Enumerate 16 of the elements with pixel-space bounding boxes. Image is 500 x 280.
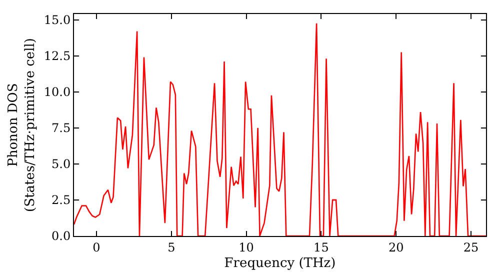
x-tick-label: 20 — [388, 240, 404, 254]
y-tick-label: 10.0 — [44, 85, 71, 100]
line-series — [74, 22, 486, 236]
x-tick-label: 15 — [314, 240, 329, 254]
y-tick-label: 2.5 — [52, 193, 71, 208]
x-tick-label: 25 — [463, 240, 479, 254]
x-tick-label: 0 — [92, 240, 100, 254]
y-axis-title: Phonon DOS (States/THz·primitive cell) — [6, 38, 38, 212]
y-tick-label: 0.0 — [52, 229, 71, 244]
y-tick-label: 7.5 — [52, 121, 71, 136]
y-tick-label: 15.0 — [44, 12, 71, 27]
x-axis-title: Frequency (THz) — [224, 256, 336, 271]
y-tick-label: 5.0 — [52, 157, 71, 172]
y-tick-label: 12.5 — [44, 49, 71, 64]
x-tick-label: 5 — [168, 240, 176, 254]
x-tick-label: 10 — [238, 240, 254, 254]
